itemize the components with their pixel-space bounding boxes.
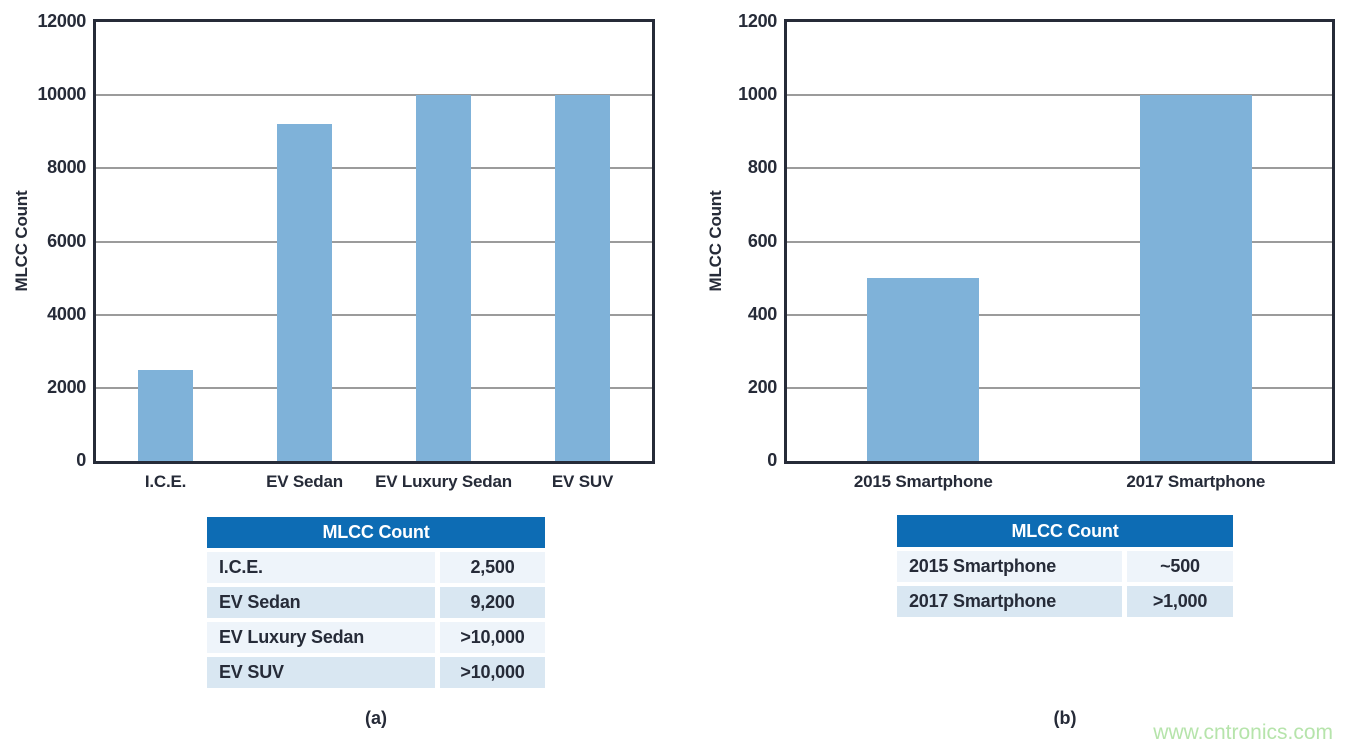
x-category-label-2015-smartphone: 2015 Smartphone xyxy=(853,472,993,491)
y-tick-label-6000: 6000 xyxy=(47,230,86,251)
table-row-value-2017-smartphone: >1,000 xyxy=(1127,586,1233,617)
x-category-label-ev-suv: EV SUV xyxy=(551,472,614,491)
bar-2017-smartphone xyxy=(1139,95,1252,461)
y-tick-label-200: 200 xyxy=(747,376,777,397)
gridline xyxy=(96,167,652,170)
table-row-value-i-c-e: 2,500 xyxy=(440,552,545,583)
gridline xyxy=(787,240,1332,243)
x-category-label-ev-luxury-sedan: EV Luxury Sedan xyxy=(375,472,512,491)
gridline xyxy=(96,94,652,97)
y-tick-label-2000: 2000 xyxy=(47,376,86,397)
table-row-label-2017-smartphone: 2017 Smartphone xyxy=(897,586,1122,617)
gridline xyxy=(96,240,652,243)
y-tick-label-1200: 1200 xyxy=(738,11,777,31)
gridline xyxy=(787,313,1332,316)
y-tick-label-12000: 12000 xyxy=(37,11,86,31)
gridline xyxy=(787,94,1332,97)
y-tick-label-1000: 1000 xyxy=(738,84,777,105)
table-header: MLCC Count xyxy=(897,515,1233,547)
bar-i-c-e xyxy=(138,369,193,461)
table-row-value-ev-sedan: 9,200 xyxy=(440,587,545,618)
y-tick-label-800: 800 xyxy=(747,157,777,178)
table-row-value-ev-luxury-sedan: >10,000 xyxy=(440,622,545,653)
panel-caption: (a) xyxy=(365,708,387,728)
bar-ev-sedan xyxy=(277,124,332,461)
table-row-label-ev-luxury-sedan: EV Luxury Sedan xyxy=(207,622,435,653)
table-row-label-ev-sedan: EV Sedan xyxy=(207,587,435,618)
bar-2015-smartphone xyxy=(867,278,980,461)
gridline xyxy=(787,386,1332,389)
y-tick-label-0: 0 xyxy=(767,450,777,470)
bar-ev-luxury-sedan xyxy=(416,95,471,461)
y-tick-label-0: 0 xyxy=(76,450,86,470)
table-header: MLCC Count xyxy=(207,517,545,548)
plot-area xyxy=(93,19,655,464)
x-category-label-ev-sedan: EV Sedan xyxy=(266,472,343,491)
y-tick-label-4000: 4000 xyxy=(47,303,86,324)
gridline xyxy=(96,386,652,389)
table-row-label-ev-suv: EV SUV xyxy=(207,657,435,688)
y-tick-label-8000: 8000 xyxy=(47,157,86,178)
x-category-label-2017-smartphone: 2017 Smartphone xyxy=(1126,472,1266,491)
gridline xyxy=(96,313,652,316)
watermark-text: www.cntronics.com xyxy=(1153,721,1333,744)
y-tick-label-600: 600 xyxy=(747,230,777,251)
x-category-label-i-c-e: I.C.E. xyxy=(144,472,187,491)
table-row-value-2015-smartphone: ~500 xyxy=(1127,551,1233,582)
table-row-label-i-c-e: I.C.E. xyxy=(207,552,435,583)
y-tick-label-10000: 10000 xyxy=(37,84,86,105)
table-row-label-2015-smartphone: 2015 Smartphone xyxy=(897,551,1122,582)
panel-caption: (b) xyxy=(1053,708,1077,728)
table-row-value-ev-suv: >10,000 xyxy=(440,657,545,688)
gridline xyxy=(787,167,1332,170)
plot-area xyxy=(784,19,1335,464)
bar-ev-suv xyxy=(555,95,610,461)
y-tick-label-400: 400 xyxy=(747,303,777,324)
